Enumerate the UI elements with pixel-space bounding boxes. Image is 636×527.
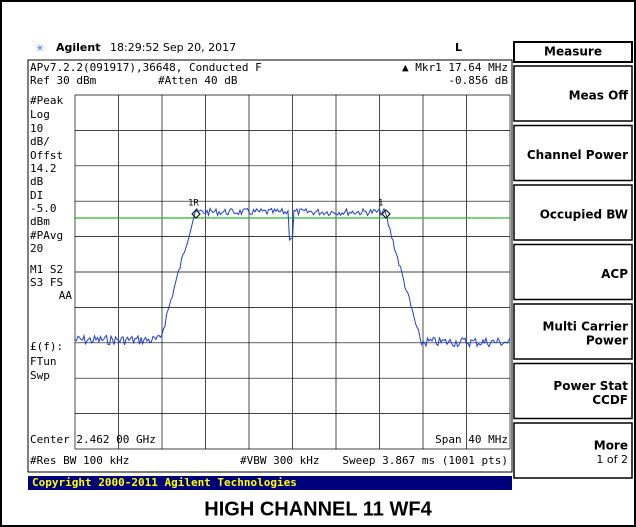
softkey-label: Multi Carrier [542,320,628,334]
marker-label: 1R [188,199,199,209]
softkey-title: Measure [544,45,602,59]
softkey [513,422,633,479]
side-label: 20 [30,242,43,255]
softkey-label: More [594,439,628,453]
rbw: #Res BW 100 kHz [30,454,129,467]
softkey-label: Meas Off [569,89,629,103]
side-label: dB/ [30,135,50,148]
softkey [513,184,633,241]
side-label: dBm [30,215,50,228]
time: 18:29:52 Sep 20, 2017 [110,41,236,54]
side-label: dB [30,175,44,188]
softkey-label: 1 of 2 [596,453,628,466]
side-label: FTun [30,355,57,368]
softkey [513,303,633,360]
marker-readout: ▲ Mkr1 17.64 MHz [402,61,508,74]
side-label: 10 [30,122,43,135]
vbw: #VBW 300 kHz [240,454,319,467]
side-label: AA [59,289,73,302]
softkey-title-box [513,41,633,63]
marker-diamond [191,209,201,219]
marker-label: 1 [378,199,383,209]
caption: HIGH CHANNEL 11 WF4 [204,498,432,520]
side-label: S3 FS [30,276,63,289]
softkey [513,362,633,420]
side-label: Offst [30,149,63,162]
softkey-label: Occupied BW [540,208,628,222]
copyright: Copyright 2000-2011 Agilent Technologies [32,476,297,489]
side-label: -5.0 [30,202,57,215]
star-icon: ✳ [36,41,44,56]
side-label: #Peak [30,94,63,107]
softkey [513,65,633,122]
softkey-label: ACP [601,267,628,281]
softkey-label: Power [586,334,628,348]
ref-level: Ref 30 dBm [30,74,97,87]
mode: L [455,41,462,54]
center-freq: Center 2.462 00 GHz [30,433,156,446]
logo: Agilent [56,41,100,54]
marker-value: -0.856 dB [448,74,508,87]
softkey-label: CCDF [592,393,628,407]
copyright-bar [28,476,512,490]
side-label: £(f): [30,340,63,353]
info-line: APv7.2.2(091917),36648, Conducted F [30,61,262,74]
softkey-label: Power Stat [553,379,628,393]
side-label: #PAvg [30,229,63,242]
attenuation: #Atten 40 dB [158,74,238,87]
sweep: Sweep 3.867 ms (1001 pts) [342,454,508,467]
display [27,59,513,473]
side-label: DI [30,189,43,202]
side-label: 14.2 [30,162,57,175]
softkey [513,124,633,182]
side-label: Log [30,108,50,121]
marker-diamond [381,209,391,219]
side-label: M1 S2 [30,263,63,276]
softkey [513,243,633,301]
trace [74,207,511,349]
softkey-label: Channel Power [527,148,628,162]
span: Span 40 MHz [435,433,508,446]
side-label: Swp [30,369,50,382]
